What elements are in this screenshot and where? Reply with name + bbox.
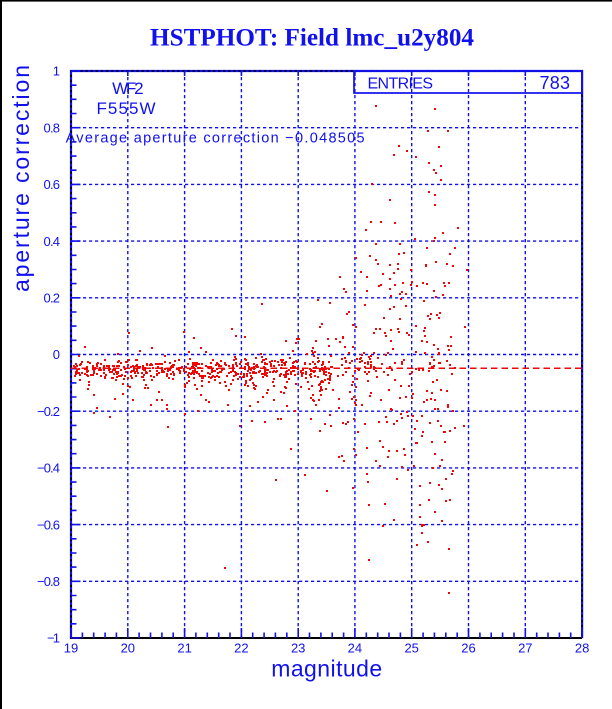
svg-text:28: 28 xyxy=(575,640,589,655)
svg-text:aperture correction: aperture correction xyxy=(8,65,34,292)
svg-text:0.6: 0.6 xyxy=(44,177,61,192)
svg-text:24: 24 xyxy=(348,640,362,655)
svg-text:magnitude: magnitude xyxy=(271,656,382,682)
svg-text:F555W: F555W xyxy=(97,99,156,118)
svg-text:25: 25 xyxy=(404,640,418,655)
svg-text:HSTPHOT: Field lmc_u2y804: HSTPHOT: Field lmc_u2y804 xyxy=(150,25,475,52)
svg-text:−0.2: −0.2 xyxy=(37,404,60,419)
svg-text:−0.8: −0.8 xyxy=(37,574,60,589)
svg-text:19: 19 xyxy=(64,640,78,655)
svg-text:−0.4: −0.4 xyxy=(37,461,60,476)
svg-text:−1: −1 xyxy=(47,631,60,646)
svg-text:WF2: WF2 xyxy=(112,79,143,98)
svg-text:20: 20 xyxy=(121,640,135,655)
svg-text:0.8: 0.8 xyxy=(44,120,61,135)
svg-text:0.4: 0.4 xyxy=(44,234,61,249)
svg-text:23: 23 xyxy=(291,640,305,655)
svg-text:−0.6: −0.6 xyxy=(37,517,60,532)
svg-text:21: 21 xyxy=(177,640,191,655)
svg-text:Average aperture correction −0: Average aperture correction −0.048505 xyxy=(66,131,365,147)
svg-text:0.2: 0.2 xyxy=(44,291,61,306)
svg-text:1: 1 xyxy=(53,64,60,79)
svg-text:22: 22 xyxy=(234,640,248,655)
svg-text:783: 783 xyxy=(540,73,571,93)
svg-text:0: 0 xyxy=(53,347,60,362)
svg-text:26: 26 xyxy=(461,640,475,655)
svg-text:27: 27 xyxy=(518,640,532,655)
svg-text:ENTRIES: ENTRIES xyxy=(368,75,434,92)
